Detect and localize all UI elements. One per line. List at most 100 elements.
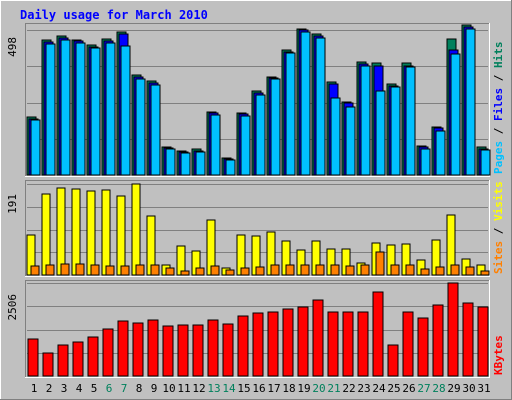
- sites-bar-day-1-fill: [30, 265, 40, 276]
- legend-hits-files-pages: Pages / Files / Hits: [492, 42, 505, 175]
- pages-bar-day-10: [165, 148, 176, 176]
- visits-bar-day-2: [41, 193, 51, 276]
- day-label-27: 27: [417, 382, 430, 395]
- pages-bar-day-31-fill: [480, 149, 491, 176]
- sites-bar-day-19: [300, 264, 310, 276]
- day-label-17: 17: [267, 382, 280, 395]
- kbytes-bar-day-16: [252, 312, 264, 377]
- sites-bar-day-22-fill: [345, 265, 355, 276]
- day-label-16: 16: [252, 382, 265, 395]
- pages-bar-day-25-fill: [390, 86, 401, 176]
- sites-bar-day-15-fill: [240, 267, 250, 276]
- pages-bar-day-29: [450, 53, 461, 176]
- visits-bar-day-8: [131, 183, 141, 276]
- sites-bar-day-6: [105, 265, 115, 276]
- kbytes-bar-day-17-fill: [267, 311, 279, 377]
- sites-bar-day-16-fill: [255, 266, 265, 276]
- sites-bar-day-5-fill: [90, 264, 100, 276]
- sites-bar-day-31: [480, 270, 490, 276]
- pages-bar-day-5-fill: [90, 47, 101, 176]
- pages-bar-day-31: [480, 149, 491, 176]
- sites-bar-day-17: [270, 264, 280, 276]
- pages-bar-day-6-fill: [105, 42, 116, 176]
- day-label-3: 3: [61, 382, 68, 395]
- visits-bar-day-6-fill: [101, 189, 111, 276]
- pages-bar-day-1: [30, 119, 41, 176]
- pages-bar-day-28: [435, 130, 446, 176]
- sites-bar-day-26-fill: [405, 264, 415, 276]
- day-label-28: 28: [432, 382, 445, 395]
- pages-bar-day-16-fill: [255, 94, 266, 176]
- sites-bar-day-4-fill: [75, 263, 85, 276]
- kbytes-panel: 2506 KBytes: [6, 280, 505, 378]
- kbytes-bar-day-4-fill: [72, 341, 84, 377]
- sites-bar-day-29: [450, 264, 460, 276]
- sites-bar-day-9: [150, 264, 160, 276]
- kbytes-bar-day-24: [372, 291, 384, 377]
- pages-bar-day-8-fill: [135, 78, 146, 176]
- pages-bar-day-16: [255, 94, 266, 176]
- kbytes-bar-day-28-fill: [432, 304, 444, 377]
- day-label-5: 5: [91, 382, 98, 395]
- legend-separator: /: [492, 68, 505, 88]
- kbytes-bar-day-8: [132, 322, 144, 377]
- pages-bar-day-8: [135, 78, 146, 176]
- pages-bar-day-9: [150, 84, 161, 176]
- pages-bar-day-26: [405, 66, 416, 176]
- y-max-tick-label: 2506: [6, 294, 19, 321]
- sites-bar-day-11-fill: [180, 270, 190, 276]
- kbytes-bar-day-27: [417, 317, 429, 377]
- pages-bar-day-20-fill: [315, 37, 326, 176]
- pages-bar-day-22: [345, 106, 356, 176]
- sites-bar-day-3: [60, 263, 70, 276]
- day-label-11: 11: [177, 382, 190, 395]
- kbytes-bar-day-27-fill: [417, 317, 429, 377]
- pages-bar-day-11: [180, 152, 191, 176]
- legend-separator: /: [492, 221, 505, 241]
- day-label-15: 15: [237, 382, 250, 395]
- kbytes-bar-day-12: [192, 324, 204, 377]
- kbytes-bar-day-25: [387, 344, 399, 377]
- kbytes-bar-day-7: [117, 320, 129, 377]
- visits-bar-day-8-fill: [131, 183, 141, 276]
- day-label-25: 25: [387, 382, 400, 395]
- pages-bar-day-30: [465, 28, 476, 176]
- sites-bar-day-18-fill: [285, 264, 295, 276]
- kbytes-bar-day-7-fill: [117, 320, 129, 377]
- kbytes-bar-day-28: [432, 304, 444, 377]
- kbytes-bar-day-29: [447, 282, 459, 377]
- day-label-21: 21: [327, 382, 340, 395]
- kbytes-bar-day-22: [342, 311, 354, 377]
- kbytes-bar-day-6-fill: [102, 328, 114, 377]
- sites-bar-day-22: [345, 265, 355, 276]
- pages-bar-day-17: [270, 78, 281, 176]
- kbytes-bar-day-21-fill: [327, 311, 339, 377]
- sites-bar-day-30-fill: [465, 266, 475, 276]
- sites-bar-day-29-fill: [450, 264, 460, 276]
- day-label-20: 20: [312, 382, 325, 395]
- pages-bar-day-26-fill: [405, 66, 416, 176]
- kbytes-bar-day-12-fill: [192, 324, 204, 377]
- kbytes-bar-day-3-fill: [57, 344, 69, 377]
- legend-entry-pages: Pages: [492, 141, 505, 174]
- day-label-29: 29: [447, 382, 460, 395]
- chart-title: Daily usage for March 2010: [20, 8, 208, 22]
- sites-bar-day-11: [180, 270, 190, 276]
- day-label-10: 10: [162, 382, 175, 395]
- kbytes-bar-day-31: [477, 306, 489, 377]
- pages-bar-day-2-fill: [45, 43, 56, 176]
- pages-bar-day-18: [285, 52, 296, 176]
- day-label-12: 12: [192, 382, 205, 395]
- legend-entry-files: Files: [492, 88, 505, 121]
- sites-bar-day-7: [120, 265, 130, 276]
- pages-bar-day-22-fill: [345, 106, 356, 176]
- pages-bar-day-27: [420, 148, 431, 176]
- kbytes-bar-day-18: [282, 308, 294, 377]
- sites-bar-day-30: [465, 266, 475, 276]
- day-label-18: 18: [282, 382, 295, 395]
- sites-bar-day-5: [90, 264, 100, 276]
- kbytes-bar-day-15: [237, 315, 249, 377]
- pages-bar-day-6: [105, 42, 116, 176]
- pages-bar-day-3-fill: [60, 39, 71, 176]
- pages-bar-day-4: [75, 42, 86, 176]
